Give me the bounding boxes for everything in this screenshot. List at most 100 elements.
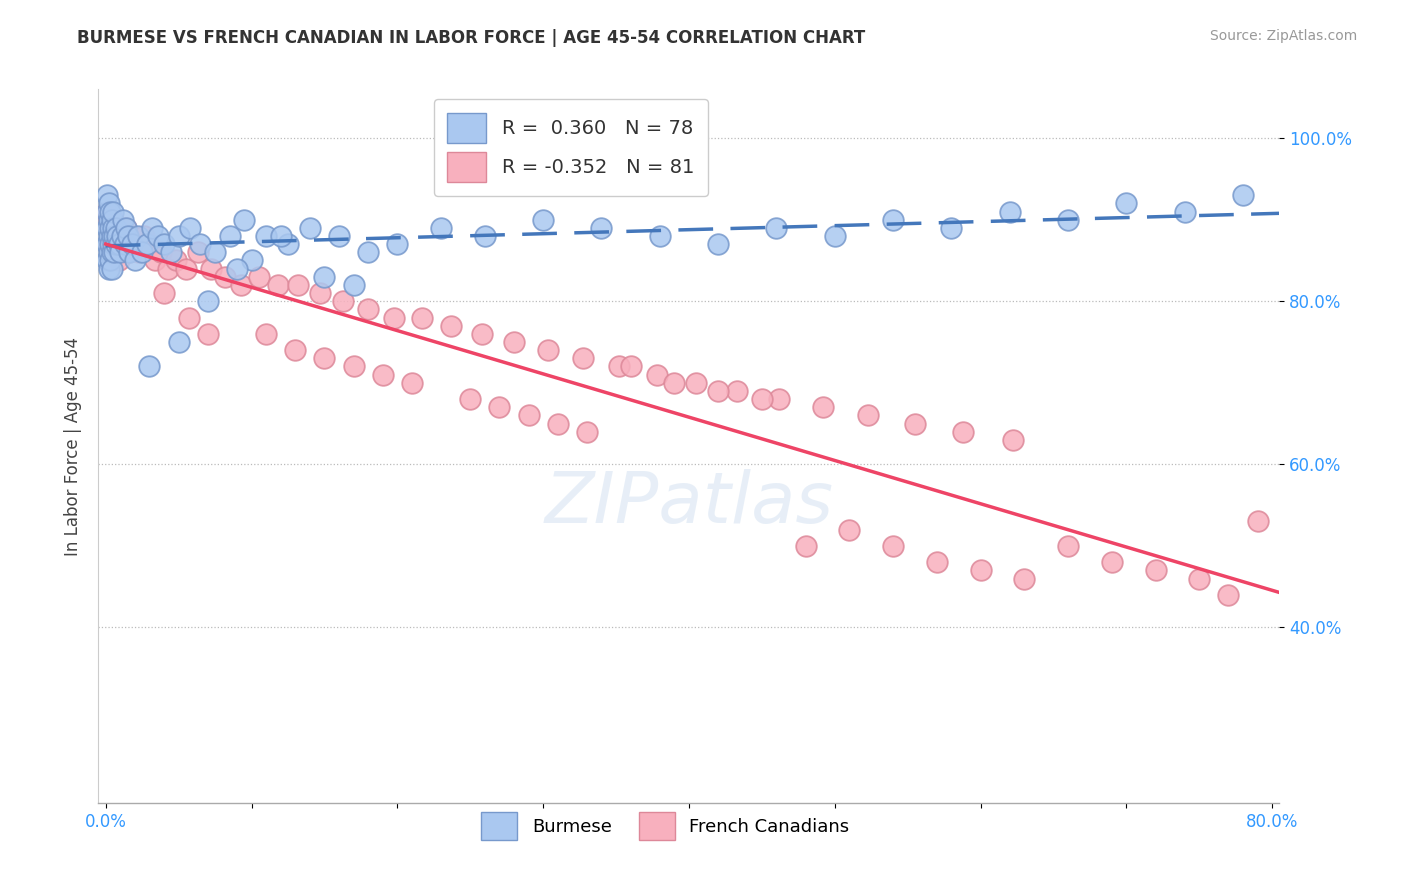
Point	[531, 212, 554, 227]
Point	[664, 376, 686, 390]
Point	[811, 401, 834, 415]
Point	[1057, 539, 1080, 553]
Point	[167, 229, 190, 244]
Point	[98, 220, 121, 235]
Point	[101, 204, 124, 219]
Point	[101, 237, 124, 252]
Point	[138, 237, 160, 252]
Point	[100, 245, 122, 260]
Point	[591, 220, 613, 235]
Point	[648, 229, 671, 244]
Point	[112, 212, 135, 227]
Point	[96, 220, 118, 235]
Point	[1101, 555, 1123, 569]
Point	[121, 229, 143, 244]
Point	[411, 310, 433, 325]
Point	[104, 237, 127, 252]
Point	[309, 286, 332, 301]
Point	[1014, 572, 1036, 586]
Point	[157, 261, 180, 276]
Point	[127, 229, 149, 244]
Point	[97, 261, 120, 276]
Point	[97, 212, 120, 227]
Point	[904, 417, 927, 431]
Legend: Burmese, French Canadians: Burmese, French Canadians	[474, 805, 856, 847]
Point	[517, 409, 540, 423]
Point	[124, 237, 146, 252]
Point	[1144, 563, 1167, 577]
Point	[121, 237, 143, 252]
Point	[725, 384, 748, 398]
Point	[571, 351, 593, 366]
Point	[925, 555, 948, 569]
Point	[118, 245, 141, 260]
Point	[98, 204, 121, 219]
Point	[474, 229, 496, 244]
Point	[226, 261, 249, 276]
Point	[247, 269, 270, 284]
Point	[284, 343, 307, 358]
Point	[96, 237, 118, 252]
Point	[1232, 188, 1254, 202]
Point	[314, 351, 336, 366]
Point	[267, 277, 290, 292]
Point	[100, 261, 122, 276]
Point	[179, 220, 201, 235]
Point	[314, 269, 336, 284]
Point	[685, 376, 707, 390]
Point	[143, 253, 166, 268]
Point	[204, 245, 226, 260]
Point	[103, 229, 125, 244]
Point	[794, 539, 817, 553]
Point	[200, 261, 222, 276]
Point	[1115, 196, 1137, 211]
Point	[97, 212, 120, 227]
Point	[110, 245, 132, 260]
Point	[98, 237, 121, 252]
Point	[97, 196, 120, 211]
Point	[838, 523, 860, 537]
Point	[332, 294, 354, 309]
Point	[1174, 204, 1197, 219]
Point	[458, 392, 481, 406]
Point	[104, 237, 127, 252]
Point	[342, 277, 364, 292]
Point	[768, 392, 790, 406]
Text: Source: ZipAtlas.com: Source: ZipAtlas.com	[1209, 29, 1357, 43]
Point	[103, 229, 125, 244]
Point	[98, 237, 121, 252]
Point	[765, 220, 787, 235]
Point	[401, 376, 423, 390]
Point	[882, 539, 904, 553]
Point	[357, 245, 380, 260]
Point	[141, 220, 163, 235]
Point	[97, 245, 120, 260]
Point	[620, 359, 643, 374]
Point	[254, 229, 277, 244]
Point	[108, 237, 131, 252]
Y-axis label: In Labor Force | Age 45-54: In Labor Force | Age 45-54	[63, 336, 82, 556]
Point	[97, 229, 120, 244]
Point	[858, 409, 880, 423]
Text: ZIPatlas: ZIPatlas	[544, 468, 834, 538]
Point	[187, 245, 209, 260]
Point	[177, 310, 200, 325]
Point	[111, 229, 134, 244]
Point	[218, 229, 240, 244]
Point	[254, 326, 277, 341]
Point	[114, 237, 136, 252]
Point	[150, 245, 173, 260]
Point	[240, 253, 263, 268]
Point	[233, 212, 256, 227]
Point	[824, 229, 846, 244]
Point	[998, 204, 1021, 219]
Point	[277, 237, 299, 252]
Point	[645, 368, 668, 382]
Point	[174, 261, 197, 276]
Point	[607, 359, 630, 374]
Point	[101, 212, 124, 227]
Point	[117, 229, 139, 244]
Point	[96, 204, 118, 219]
Point	[328, 229, 350, 244]
Point	[371, 368, 394, 382]
